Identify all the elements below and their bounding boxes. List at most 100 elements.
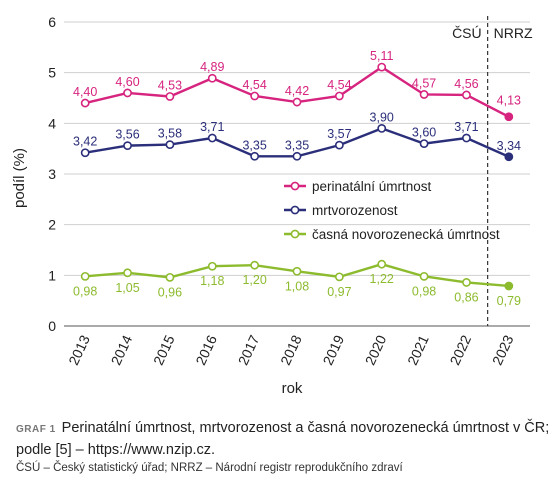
- split-label-right: NRRZ: [494, 25, 533, 41]
- x-tick-label: 2013: [65, 332, 93, 367]
- y-tick-label: 2: [48, 217, 56, 233]
- data-label: 4,53: [158, 78, 182, 92]
- data-label: 3,34: [497, 139, 521, 153]
- data-label: 0,96: [158, 285, 182, 299]
- data-point: [250, 151, 260, 161]
- data-label: 1,20: [242, 273, 266, 287]
- data-point: [334, 272, 344, 282]
- x-tick-label: 2015: [150, 332, 178, 367]
- x-tick-label: 2021: [404, 332, 432, 367]
- data-label: 0,97: [327, 285, 351, 299]
- data-label: 4,57: [412, 76, 436, 90]
- data-label: 1,18: [200, 274, 224, 288]
- data-point: [207, 133, 217, 143]
- data-label: 4,54: [242, 78, 266, 92]
- data-label: 4,89: [200, 60, 224, 74]
- data-point: [334, 140, 344, 150]
- data-point: [462, 278, 471, 287]
- data-point: [123, 88, 132, 98]
- x-tick-label: 2017: [235, 332, 263, 367]
- y-tick-label: 5: [48, 65, 56, 81]
- split-label-left: ČSÚ: [452, 25, 482, 41]
- y-tick-label: 4: [48, 115, 56, 131]
- x-tick-label: 2022: [447, 332, 475, 367]
- legend-swatch-marker: [290, 181, 300, 191]
- series-0: 4,40 4,60 4,53 4,89 4,54 4,42 4,54 5,11 4,57 4,56…: [73, 49, 521, 122]
- caption-tag: GRAF 1: [16, 424, 56, 435]
- data-label: 3,57: [327, 127, 351, 141]
- y-tick-label: 1: [48, 267, 56, 283]
- data-point: [80, 98, 90, 108]
- data-point: [165, 272, 175, 282]
- data-point: [80, 271, 90, 281]
- x-tick-label: 2014: [108, 332, 136, 367]
- data-point: [504, 281, 514, 291]
- data-point: [419, 271, 429, 281]
- data-label: 4,40: [73, 85, 97, 99]
- legend: perinatální úmrtnost mrtvorozenost časná n…: [284, 179, 500, 242]
- data-label: 3,90: [370, 110, 394, 124]
- series-1: 3,42 3,56 3,58 3,71 3,35 3,35 3,57 3,90 3,60 3,71…: [73, 110, 521, 162]
- y-tick-label: 0: [48, 318, 56, 334]
- data-label: 3,35: [242, 138, 266, 152]
- y-axis-label: podíl (%): [11, 148, 28, 208]
- x-tick-label: 2019: [319, 332, 347, 367]
- data-label: 3,56: [115, 128, 139, 142]
- data-label: 4,56: [454, 77, 478, 91]
- data-point: [250, 260, 260, 270]
- series-lines: 4,40 4,60 4,53 4,89 4,54 4,42 4,54 5,11 4,57 4,56…: [73, 49, 521, 308]
- data-label: 1,22: [370, 272, 394, 286]
- x-tick-label: 2023: [489, 332, 517, 367]
- data-point: [250, 91, 260, 101]
- data-point: [462, 133, 471, 143]
- data-label: 3,60: [412, 126, 436, 140]
- data-label: 0,98: [73, 284, 97, 298]
- y-axis-ticks: 0 1 2 3 4 5 6: [48, 14, 56, 334]
- figure-caption: GRAF 1 Perinatální úmrtnost, mrtvorozenos…: [16, 418, 551, 460]
- data-label: 3,71: [200, 120, 224, 134]
- data-label: 4,54: [327, 78, 351, 92]
- data-point: [462, 90, 471, 100]
- data-point: [165, 140, 175, 150]
- caption-text: Perinatální úmrtnost, mrtvorozenost a ča…: [16, 420, 550, 458]
- data-point: [207, 261, 217, 271]
- data-point: [123, 268, 132, 278]
- data-label: 1,08: [285, 279, 309, 293]
- data-point: [80, 148, 90, 158]
- series-2: 0,98 1,05 0,96 1,18 1,20 1,08 0,97 1,22 0,98 0,86…: [73, 259, 521, 308]
- legend-label: perinatální úmrtnost: [312, 179, 432, 194]
- x-axis-ticks: 2013 2014 2015 2016 2017 2018 2019 2020 2021 2022…: [65, 332, 516, 367]
- data-label: 0,98: [412, 284, 436, 298]
- x-tick-label: 2018: [277, 332, 305, 367]
- data-point: [334, 91, 344, 101]
- data-point: [377, 62, 387, 72]
- data-point: [165, 92, 175, 101]
- data-label: 1,05: [115, 281, 139, 295]
- data-point: [377, 123, 387, 133]
- data-point: [123, 141, 132, 151]
- x-tick-label: 2020: [362, 332, 390, 367]
- source-split: ČSÚ NRRZ: [452, 16, 533, 326]
- data-label: 3,58: [158, 127, 182, 141]
- data-point: [292, 266, 302, 276]
- y-tick-label: 6: [48, 14, 56, 30]
- data-point: [292, 97, 302, 107]
- caption-note: ČSÚ – Český statistický úřad; NRRZ – Nár…: [16, 462, 403, 474]
- legend-swatch-marker: [290, 229, 300, 239]
- data-label: 4,42: [285, 84, 309, 98]
- data-label: 3,71: [454, 120, 478, 134]
- data-point: [504, 112, 514, 122]
- y-tick-label: 3: [48, 166, 56, 182]
- x-axis-label: rok: [282, 380, 303, 397]
- data-label: 0,86: [454, 290, 478, 304]
- data-label: 0,79: [497, 294, 521, 308]
- data-point: [207, 73, 217, 83]
- data-label: 4,60: [115, 75, 139, 89]
- data-point: [419, 139, 429, 148]
- legend-swatch-marker: [290, 205, 300, 215]
- data-label: 3,42: [73, 135, 97, 149]
- data-point: [419, 90, 429, 99]
- data-label: 5,11: [370, 49, 393, 63]
- legend-label: časná novorozenecká úmrtnost: [312, 227, 500, 242]
